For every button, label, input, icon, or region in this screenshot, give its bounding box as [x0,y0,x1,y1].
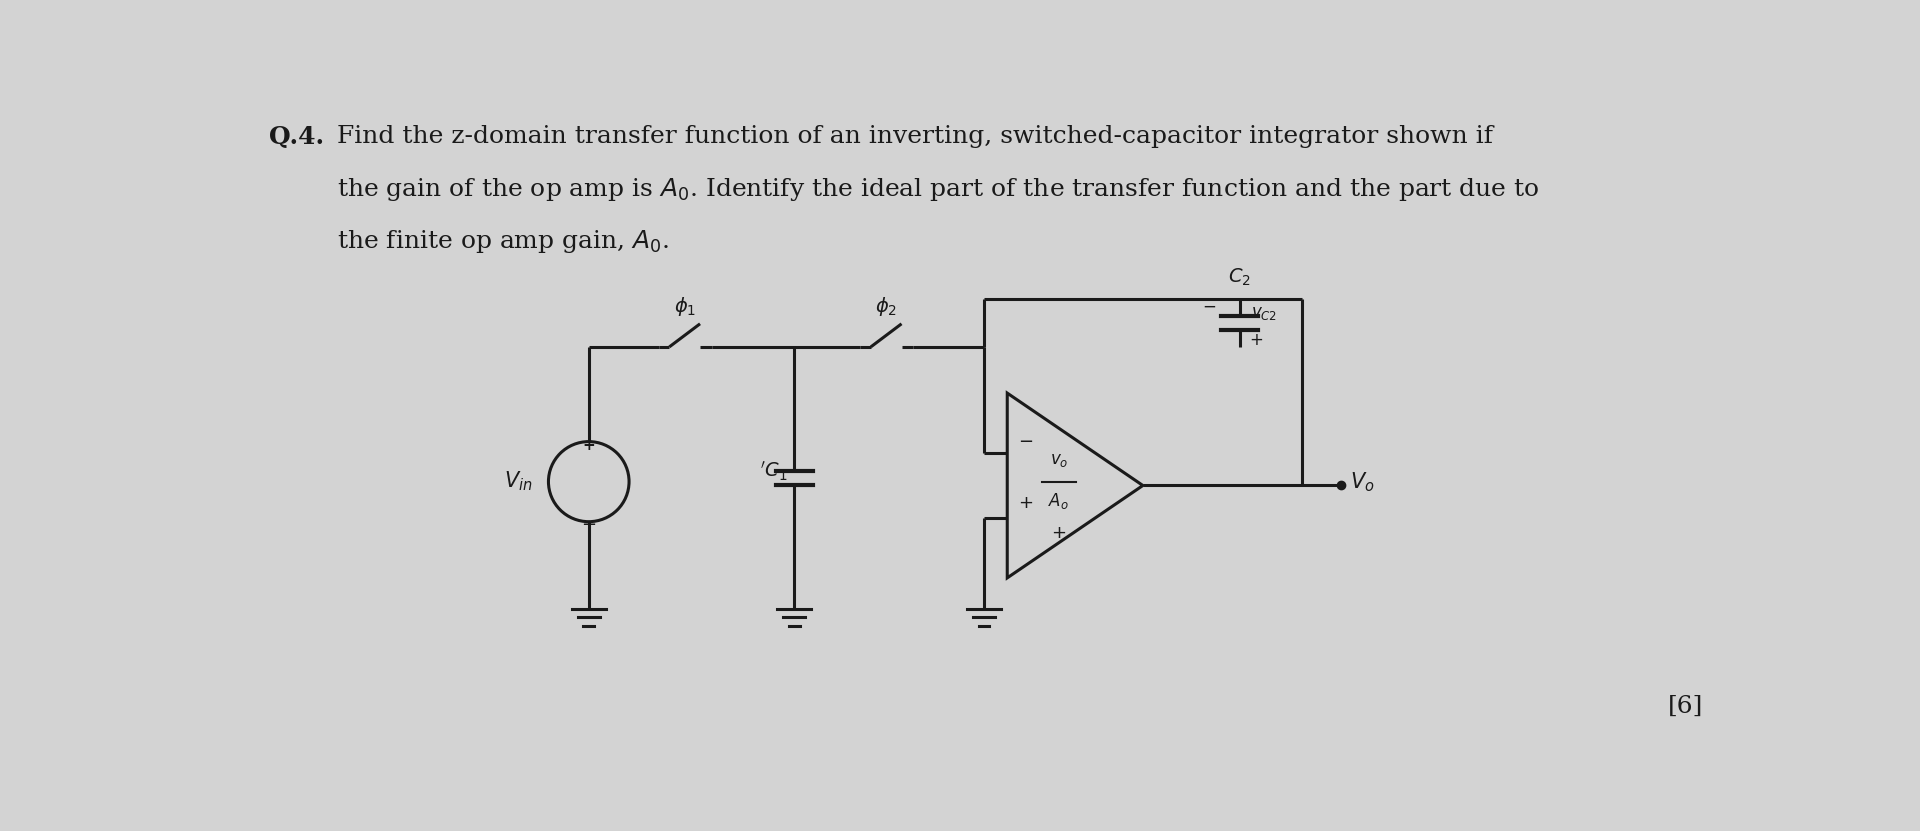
Text: $'C_1$: $'C_1$ [760,460,787,484]
Text: +: + [582,438,595,453]
Text: Q.4.: Q.4. [269,125,324,149]
Text: $-$: $-$ [1018,431,1033,450]
Text: $+$: $+$ [1052,524,1066,542]
Text: $\phi_1$: $\phi_1$ [674,295,695,317]
Text: $C_2$: $C_2$ [1229,267,1252,288]
Text: [6]: [6] [1668,695,1703,718]
Text: $v_{C2}$: $v_{C2}$ [1252,305,1277,322]
Text: $A_o$: $A_o$ [1048,491,1069,511]
Text: $V_{in}$: $V_{in}$ [505,470,534,494]
Text: $-$: $-$ [1202,297,1217,315]
Text: $\phi_2$: $\phi_2$ [876,295,897,317]
Text: $v_o$: $v_o$ [1050,451,1068,469]
Text: −: − [582,515,597,534]
Text: $+$: $+$ [1018,494,1033,512]
Text: the gain of the op amp is $A_0$. Identify the ideal part of the transfer functio: the gain of the op amp is $A_0$. Identif… [336,176,1540,203]
Text: $V_o$: $V_o$ [1350,470,1375,494]
Text: $+$: $+$ [1250,331,1263,349]
Text: Find the z-domain transfer function of an inverting, switched-capacitor integrat: Find the z-domain transfer function of a… [336,125,1494,148]
Text: the finite op amp gain, $A_0$.: the finite op amp gain, $A_0$. [336,228,668,254]
